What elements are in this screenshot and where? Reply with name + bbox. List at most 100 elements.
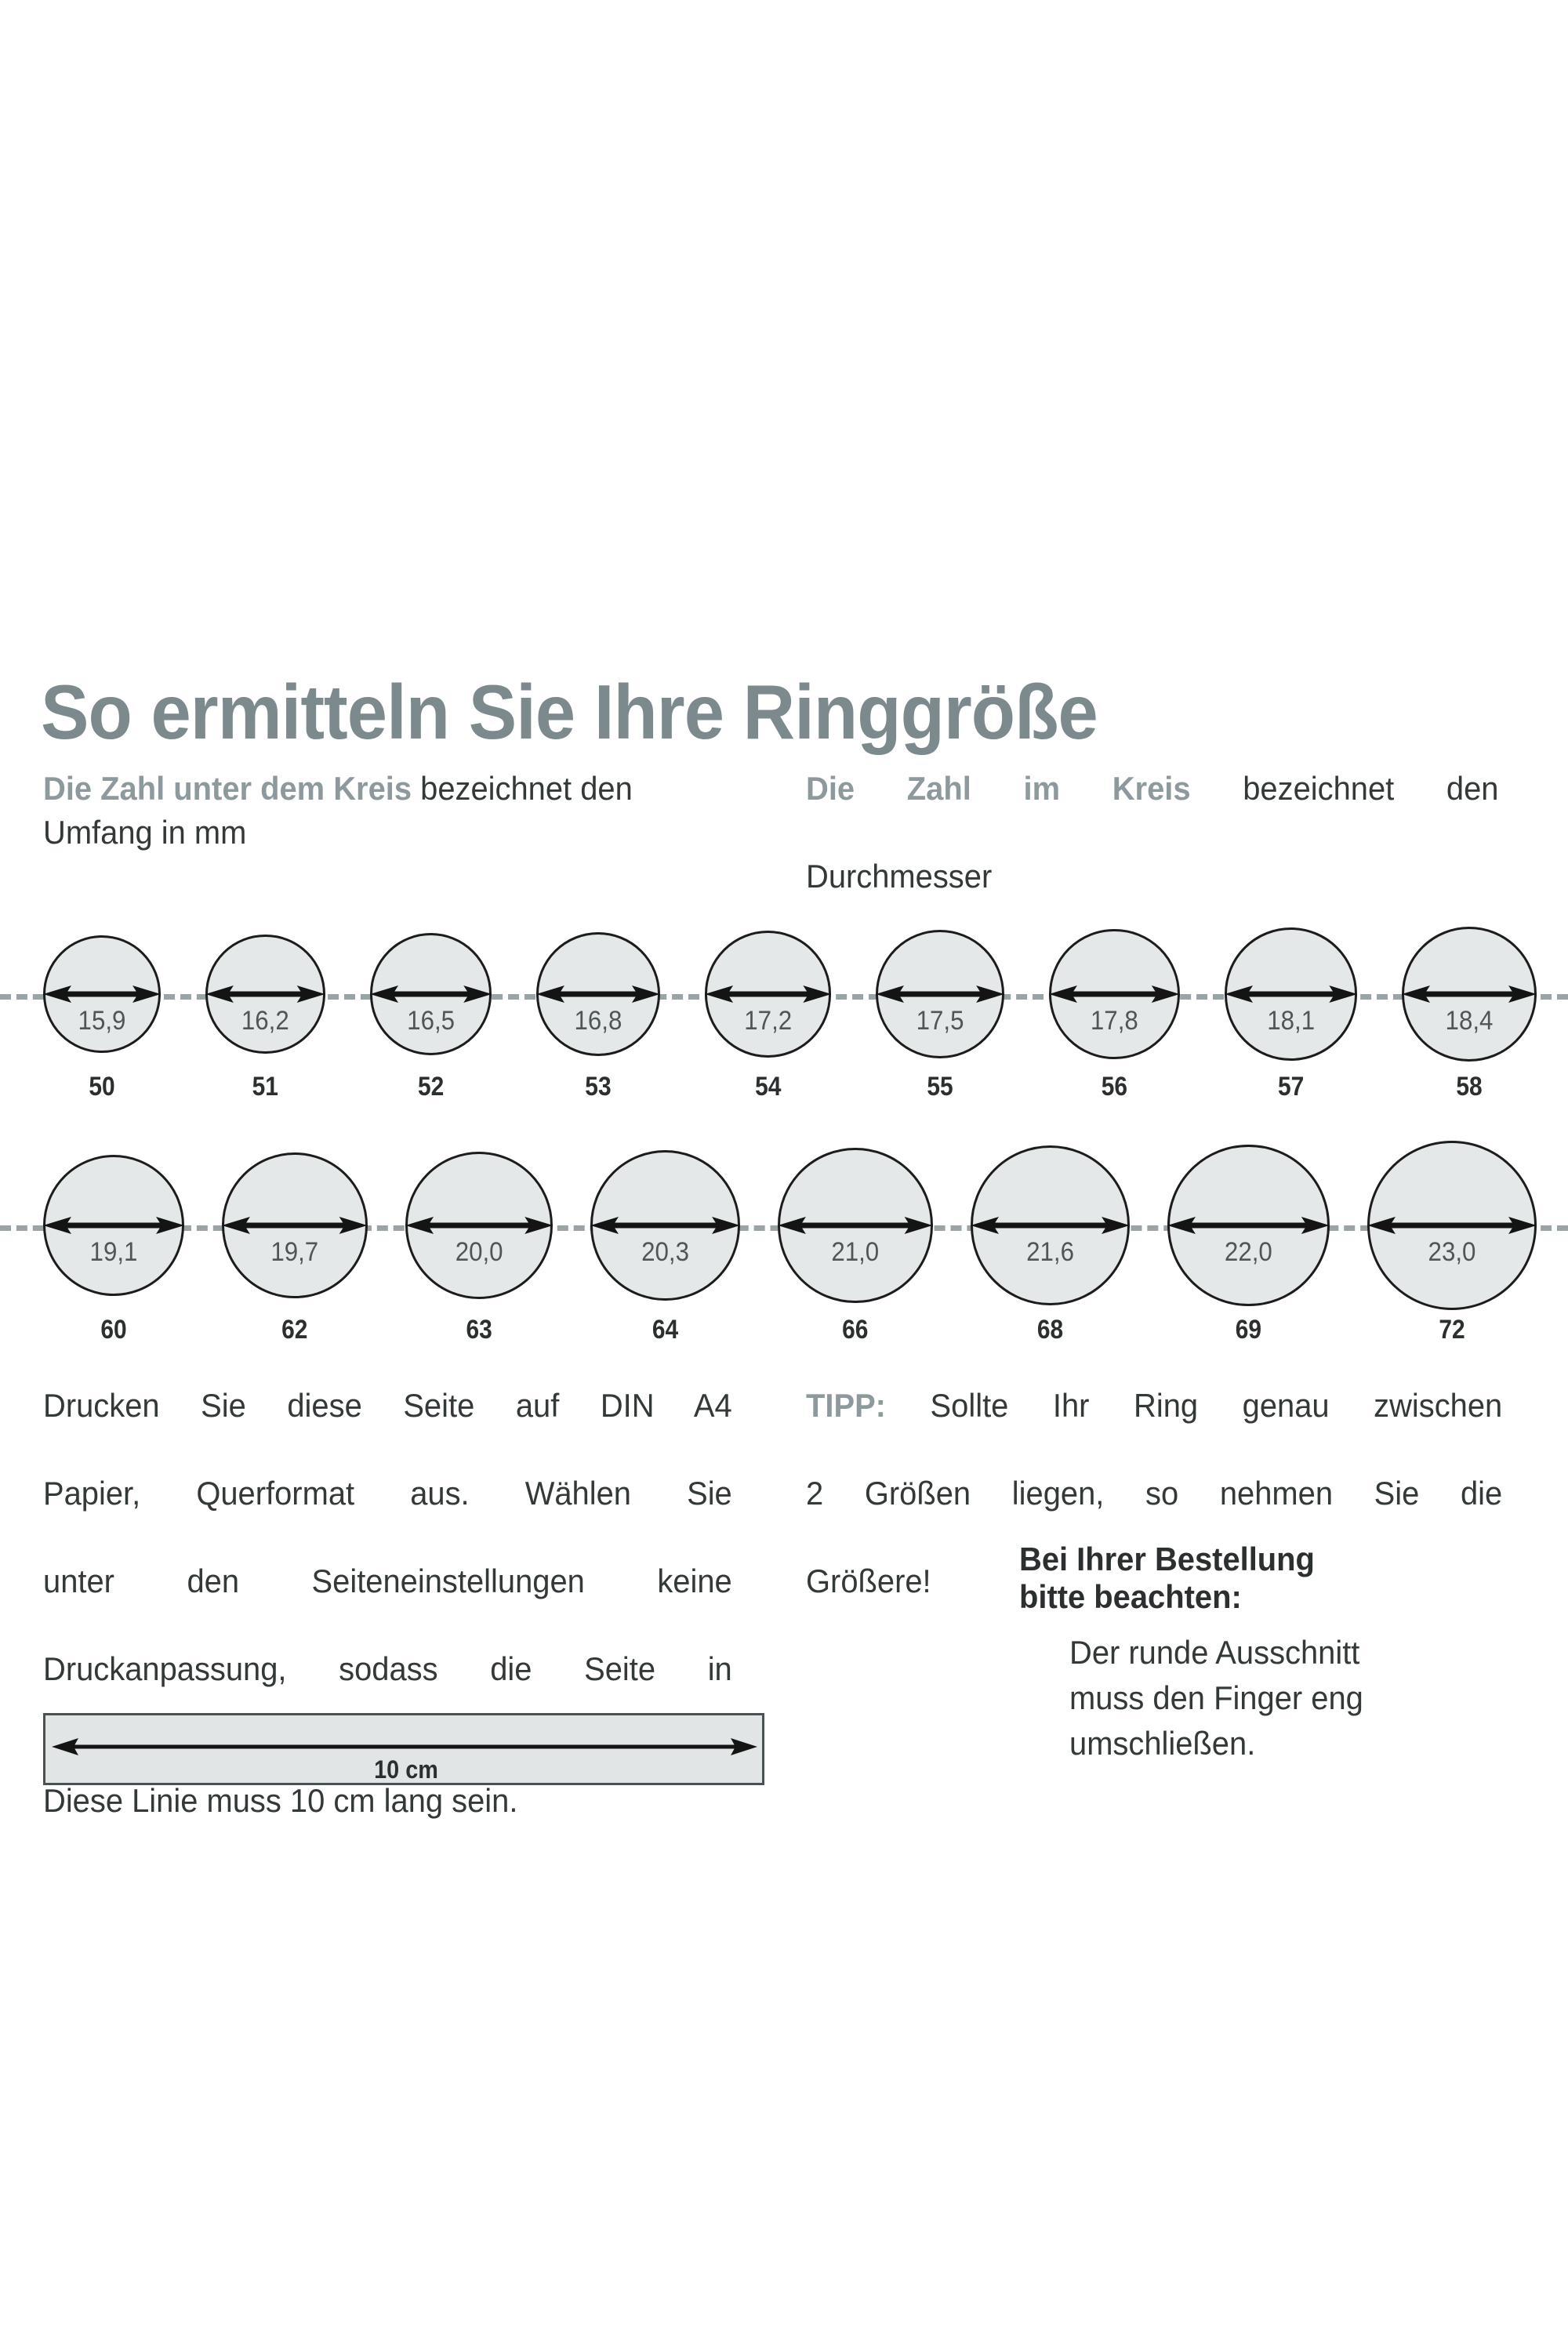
diameter-label: 17,5 bbox=[916, 1006, 964, 1036]
size-label: 51 bbox=[252, 1072, 278, 1102]
diameter-double-arrow-icon bbox=[535, 984, 660, 1004]
print-instructions-line-3: unter den Seiteneinstellungen keine bbox=[43, 1563, 732, 1599]
ring-size-58: 18,4 58 bbox=[1402, 902, 1537, 1113]
diameter-double-arrow-icon bbox=[1367, 1215, 1537, 1236]
diameter-label: 21,0 bbox=[831, 1237, 880, 1267]
ring-circle-row-2: 19,1 60 19,7 62 20,0 63 20,3 64 21,0 66 21,6 68 22,0… bbox=[0, 1121, 1568, 1356]
diameter-label: 20,0 bbox=[455, 1237, 503, 1267]
diameter-double-arrow-icon bbox=[43, 1215, 184, 1236]
diameter-double-arrow-icon bbox=[222, 1215, 368, 1236]
diameter-double-arrow-icon bbox=[1049, 984, 1180, 1004]
diameter-label: 21,6 bbox=[1026, 1237, 1074, 1267]
subheading-diameter: Die Zahl im Kreis bezeichnet den Durchme… bbox=[806, 767, 1499, 898]
size-label: 63 bbox=[466, 1315, 492, 1345]
subheading-circumference-rest: bezeichnet den Umfang in mm bbox=[43, 770, 633, 851]
size-label: 56 bbox=[1101, 1072, 1128, 1102]
order-note-body-line-3: umschließen. bbox=[1069, 1725, 1256, 1762]
diameter-double-arrow-icon bbox=[1402, 984, 1537, 1004]
ring-size-55: 17,5 55 bbox=[876, 902, 1005, 1113]
diameter-label: 20,3 bbox=[641, 1237, 690, 1267]
subheading-circumference: Die Zahl unter dem Kreis bezeichnet den … bbox=[43, 767, 732, 855]
ten-cm-ruler: 10 cm bbox=[43, 1713, 764, 1785]
print-instructions-line-4: Druckanpassung, sodass die Seite in bbox=[43, 1650, 732, 1687]
diameter-label: 19,1 bbox=[89, 1237, 138, 1267]
diameter-label: 17,8 bbox=[1090, 1006, 1138, 1036]
diameter-double-arrow-icon bbox=[970, 1215, 1131, 1236]
size-label: 60 bbox=[100, 1315, 127, 1345]
page-title: So ermitteln Sie Ihre Ringgröße bbox=[41, 668, 1098, 755]
diameter-label: 15,9 bbox=[78, 1006, 126, 1036]
ring-size-52: 16,5 52 bbox=[369, 902, 492, 1113]
subheading-diameter-rest: bezeichnet den bbox=[1190, 770, 1499, 807]
ring-size-56: 17,8 56 bbox=[1049, 902, 1180, 1113]
order-note-body: Der runde Ausschnitt muss den Finger eng… bbox=[1069, 1630, 1528, 1766]
size-label: 58 bbox=[1456, 1072, 1483, 1102]
diameter-double-arrow-icon bbox=[405, 1215, 554, 1236]
print-instructions-line-1: Drucken Sie diese Seite auf DIN A4 bbox=[43, 1387, 732, 1424]
ring-size-64: 20,3 64 bbox=[590, 1121, 741, 1356]
diameter-label: 16,2 bbox=[241, 1006, 289, 1036]
order-note-title-line-2: bitte beachten: bbox=[1019, 1578, 1242, 1615]
ruler-label: 10 cm bbox=[374, 1755, 438, 1784]
diameter-double-arrow-icon bbox=[1167, 1215, 1330, 1236]
order-note: Bei Ihrer Bestellung bitte beachten: Der… bbox=[1019, 1541, 1552, 1766]
size-label: 72 bbox=[1439, 1315, 1465, 1345]
diameter-double-arrow-icon bbox=[1224, 984, 1358, 1004]
diameter-double-arrow-icon bbox=[876, 984, 1005, 1004]
diameter-label: 16,5 bbox=[406, 1006, 455, 1036]
print-instructions-line-2: Papier, Querformat aus. Wählen Sie bbox=[43, 1475, 732, 1512]
tip-block: TIPP: Sollte Ihr Ring genau zwischen 2 G… bbox=[806, 1384, 1502, 1603]
size-label: 64 bbox=[652, 1315, 679, 1345]
ring-size-63: 20,0 63 bbox=[405, 1121, 554, 1356]
ring-size-51: 16,2 51 bbox=[205, 902, 325, 1113]
ring-size-66: 21,0 66 bbox=[778, 1121, 933, 1356]
diameter-double-arrow-icon bbox=[205, 984, 325, 1004]
diameter-label: 23,0 bbox=[1428, 1237, 1476, 1267]
ring-size-57: 18,1 57 bbox=[1224, 902, 1358, 1113]
ring-size-62: 19,7 62 bbox=[222, 1121, 368, 1356]
diameter-label: 18,4 bbox=[1445, 1006, 1494, 1036]
diameter-label: 16,8 bbox=[574, 1006, 622, 1036]
diameter-double-arrow-icon bbox=[43, 984, 161, 1004]
diameter-double-arrow-icon bbox=[590, 1215, 741, 1236]
ring-size-50: 15,9 50 bbox=[43, 902, 161, 1113]
order-note-body-line-2: muss den Finger eng bbox=[1069, 1679, 1363, 1716]
ring-size-69: 22,0 69 bbox=[1167, 1121, 1330, 1356]
print-instructions-line-6: Diese Linie muss 10 cm lang sein. bbox=[43, 1782, 518, 1819]
size-label: 68 bbox=[1036, 1315, 1064, 1345]
size-label: 50 bbox=[89, 1072, 115, 1102]
ring-size-54: 17,2 54 bbox=[704, 902, 832, 1113]
subheading-diameter-lead: Die Zahl im Kreis bbox=[806, 770, 1191, 807]
tip-line-3: Größere! bbox=[806, 1563, 931, 1599]
tip-line-2: 2 Größen liegen, so nehmen Sie die bbox=[806, 1475, 1503, 1512]
diameter-double-arrow-icon bbox=[778, 1215, 933, 1236]
subheading-diameter-line2: Durchmesser bbox=[806, 858, 993, 895]
diameter-double-arrow-icon bbox=[704, 984, 832, 1004]
ring-size-60: 19,1 60 bbox=[43, 1121, 184, 1356]
order-note-title: Bei Ihrer Bestellung bitte beachten: bbox=[1019, 1541, 1526, 1616]
ring-size-53: 16,8 53 bbox=[535, 902, 660, 1113]
diameter-label: 22,0 bbox=[1225, 1237, 1272, 1267]
tip-line-1: Sollte Ihr Ring genau zwischen bbox=[885, 1387, 1503, 1424]
ring-circle-row-1: 15,9 50 16,2 51 16,5 52 16,8 53 17,2 54 17,5 55 17,8… bbox=[0, 902, 1568, 1113]
tip-lead: TIPP: bbox=[806, 1387, 886, 1424]
diameter-label: 18,1 bbox=[1266, 1006, 1315, 1036]
ruler-double-arrow-icon bbox=[52, 1737, 757, 1756]
size-label: 55 bbox=[927, 1072, 953, 1102]
order-note-title-line-1: Bei Ihrer Bestellung bbox=[1019, 1541, 1315, 1577]
diameter-label: 17,2 bbox=[743, 1006, 792, 1036]
diameter-label: 19,7 bbox=[270, 1237, 319, 1267]
ring-size-72: 23,0 72 bbox=[1367, 1121, 1537, 1356]
ring-size-68: 21,6 68 bbox=[970, 1121, 1131, 1356]
size-label: 66 bbox=[842, 1315, 869, 1345]
size-label: 69 bbox=[1235, 1315, 1262, 1345]
size-label: 53 bbox=[585, 1072, 612, 1102]
diameter-double-arrow-icon bbox=[369, 984, 492, 1004]
order-note-body-line-1: Der runde Ausschnitt bbox=[1069, 1634, 1360, 1671]
subheading-circumference-lead: Die Zahl unter dem Kreis bbox=[43, 770, 412, 807]
size-label: 57 bbox=[1277, 1072, 1305, 1102]
size-label: 62 bbox=[281, 1315, 308, 1345]
size-label: 52 bbox=[417, 1072, 444, 1102]
size-label: 54 bbox=[754, 1072, 781, 1102]
